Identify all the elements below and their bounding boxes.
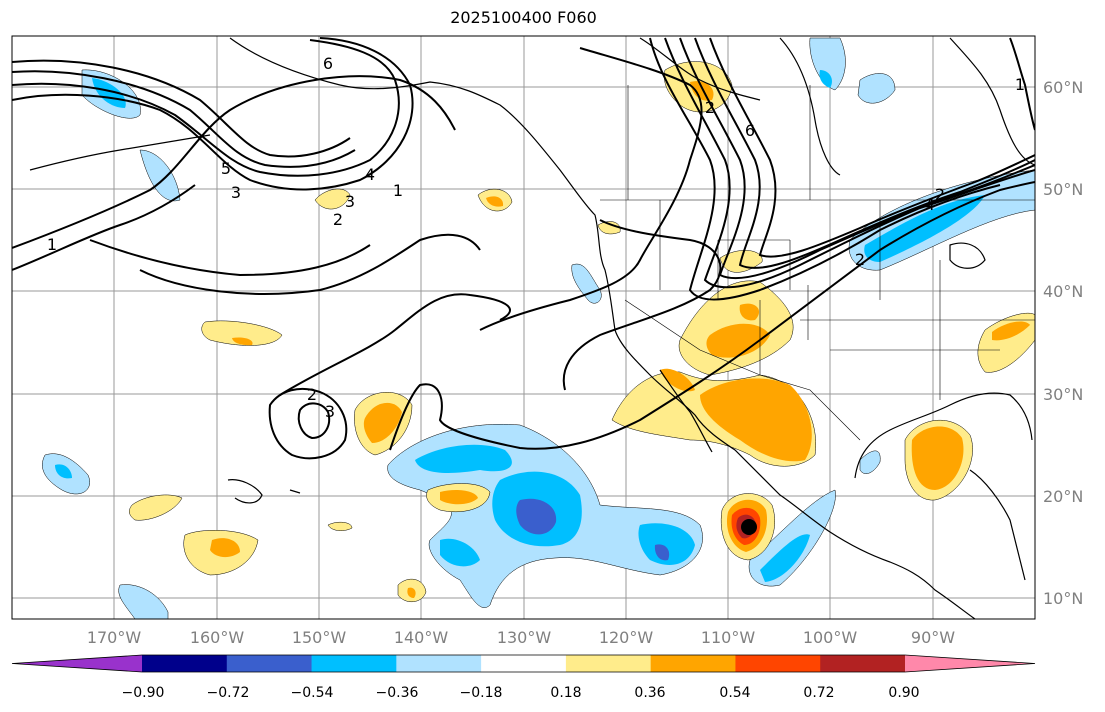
contour-lines xyxy=(12,37,1035,460)
latitude-labels: 60°N 50°N 40°N 30°N 20°N 10°N xyxy=(1043,78,1083,608)
colorbar-swatch xyxy=(565,655,652,672)
longitude-labels: 170°W 160°W 150°W 140°W 130°W 120°W 110°… xyxy=(87,628,955,647)
lon-label: 160°W xyxy=(190,628,245,647)
colorbar-swatch xyxy=(735,655,821,672)
lon-label: 120°W xyxy=(599,628,654,647)
contour-label: 2 xyxy=(307,385,317,404)
lon-label: 130°W xyxy=(497,628,552,647)
colorbar-tick-label: −0.72 xyxy=(207,685,250,701)
colorbar-tick-labels: −0.90 −0.72 −0.54 −0.36 −0.18 0.18 0.36 … xyxy=(122,685,920,701)
contour-label: 2 xyxy=(333,210,343,229)
colorbar-tick-label: 0.72 xyxy=(803,685,834,701)
colorbar-swatch xyxy=(226,655,313,672)
colorbar-outline xyxy=(11,654,1036,673)
contour-label: 4 xyxy=(925,195,935,214)
colorbar-swatch xyxy=(142,655,228,672)
contour-label: 6 xyxy=(745,121,755,140)
colorbar-tick-label: 0.54 xyxy=(719,685,750,701)
colorbar-swatch xyxy=(311,655,397,672)
colorbar xyxy=(11,654,1036,673)
lon-label: 90°W xyxy=(911,628,955,647)
colorbar-tick-label: 0.90 xyxy=(888,685,919,701)
storm-center-marker xyxy=(741,519,757,535)
lat-label: 20°N xyxy=(1043,487,1083,506)
lon-label: 100°W xyxy=(803,628,858,647)
colorbar-swatch xyxy=(820,655,906,672)
lat-label: 40°N xyxy=(1043,282,1083,301)
colorbar-tick-label: 0.18 xyxy=(550,685,581,701)
contour-label: 6 xyxy=(323,54,333,73)
contour-label: 5 xyxy=(221,159,231,178)
contour-label: 3 xyxy=(325,402,335,421)
colorbar-tick-label: −0.90 xyxy=(122,685,165,701)
contour-label: 2 xyxy=(935,185,945,204)
lon-label: 170°W xyxy=(87,628,142,647)
colorbar-swatch xyxy=(396,655,482,672)
lon-label: 150°W xyxy=(292,628,347,647)
lat-label: 60°N xyxy=(1043,78,1083,97)
lat-label: 10°N xyxy=(1043,589,1083,608)
colorbar-tick-label: −0.18 xyxy=(460,685,503,701)
map-frame xyxy=(11,35,1036,620)
lat-label: 50°N xyxy=(1043,180,1083,199)
contour-label: 3 xyxy=(231,183,241,202)
contour-label: 1 xyxy=(47,235,57,254)
contour-label: 1 xyxy=(1015,75,1025,94)
contour-label: 3 xyxy=(345,192,355,211)
contour-label: 2 xyxy=(705,98,715,117)
colorbar-extend-min xyxy=(12,655,142,672)
lat-label: 30°N xyxy=(1043,385,1083,404)
colorbar-tick-label: 0.36 xyxy=(634,685,665,701)
contour-label: 1 xyxy=(393,181,403,200)
colorbar-swatch xyxy=(650,655,736,672)
colorbar-tick-label: −0.54 xyxy=(291,685,334,701)
negative-anomaly-regions xyxy=(42,37,1035,619)
colorbar-tick-label: −0.36 xyxy=(376,685,419,701)
contour-label: 2 xyxy=(855,250,865,269)
lon-label: 110°W xyxy=(701,628,756,647)
political-borders xyxy=(600,85,1035,441)
lon-label: 140°W xyxy=(394,628,449,647)
colorbar-extend-max xyxy=(905,655,1035,672)
contour-labels: 6 5 4 3 2 1 1 2 3 2 6 2 2 4 1 3 xyxy=(47,54,1025,421)
contour-label: 4 xyxy=(365,165,375,184)
colorbar-swatch xyxy=(481,655,567,672)
map-title: 2025100400 F060 xyxy=(450,8,597,27)
